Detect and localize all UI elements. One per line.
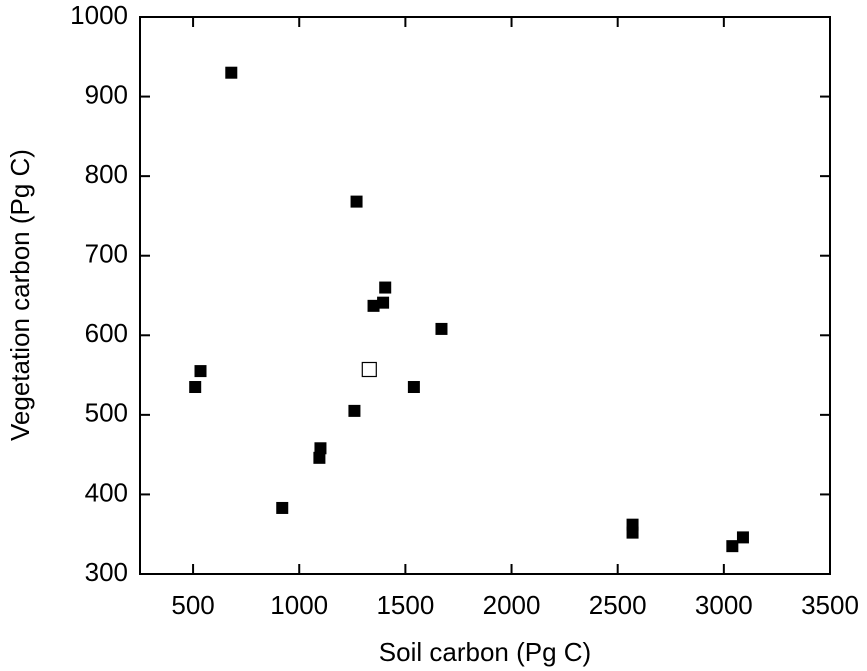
x-tick-label: 1000 [270, 590, 328, 620]
point [194, 365, 207, 378]
plot-frame [139, 16, 831, 575]
y-tick-label: 1000 [70, 0, 128, 30]
x-tick-label: 3000 [695, 590, 753, 620]
y-axis-label: Vegetation carbon (Pg C) [5, 149, 35, 441]
point [225, 66, 238, 79]
y-tick-label: 600 [85, 318, 128, 348]
x-tick-label: 1500 [376, 590, 434, 620]
point [361, 361, 377, 378]
point [350, 195, 363, 208]
y-tick-label: 500 [85, 398, 128, 428]
point [276, 501, 289, 514]
x-tick-label: 2000 [483, 590, 541, 620]
y-tick-label: 300 [85, 557, 128, 587]
point [626, 526, 639, 539]
point [189, 381, 202, 394]
y-tick-label: 900 [85, 79, 128, 109]
point [367, 299, 380, 312]
point [314, 442, 327, 455]
y-tick-label: 700 [85, 239, 128, 269]
point [435, 322, 448, 335]
point [379, 281, 392, 294]
y-tick-label: 800 [85, 159, 128, 189]
x-axis-label: Soil carbon (Pg C) [379, 637, 591, 667]
point [407, 381, 420, 394]
point [736, 531, 749, 544]
y-tick-label: 400 [85, 477, 128, 507]
x-tick-label: 3500 [801, 590, 859, 620]
point [377, 296, 390, 309]
x-tick-label: 500 [171, 590, 214, 620]
point [348, 404, 361, 417]
x-tick-label: 2500 [589, 590, 647, 620]
point [313, 451, 326, 464]
point [726, 540, 739, 553]
